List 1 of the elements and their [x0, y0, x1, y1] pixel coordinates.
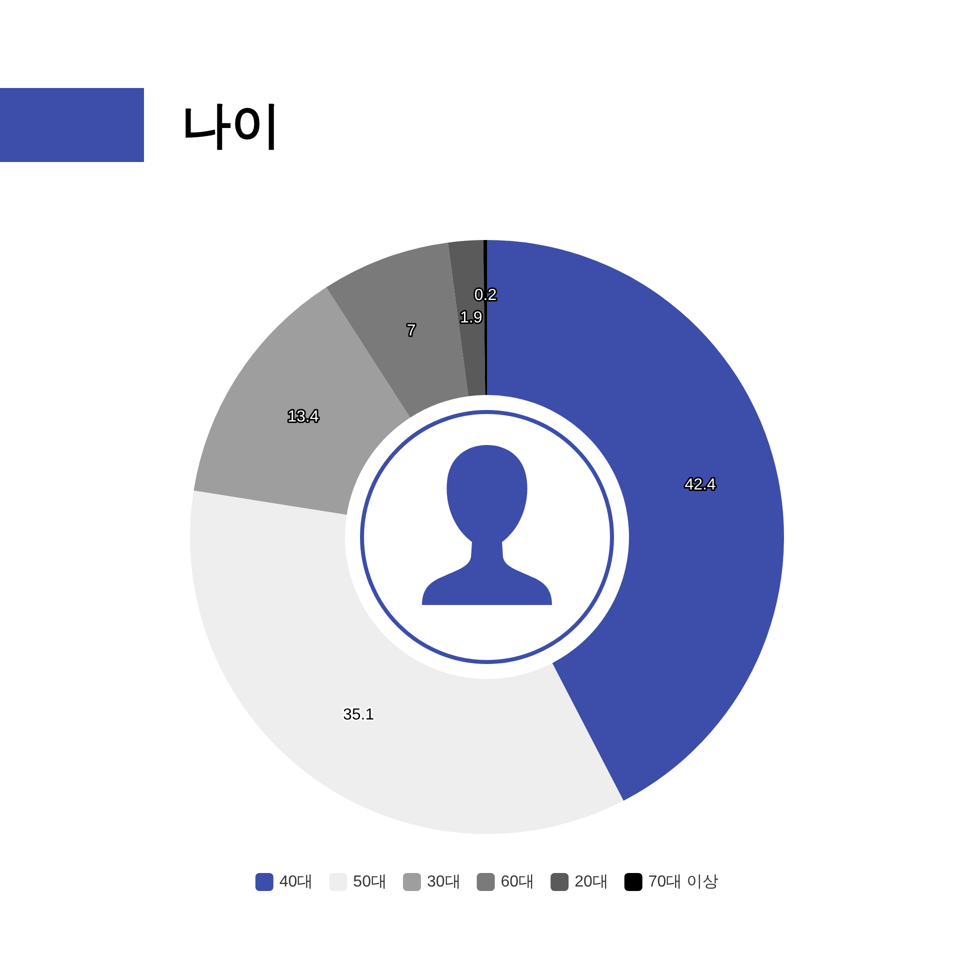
title: 나이 [181, 97, 281, 153]
